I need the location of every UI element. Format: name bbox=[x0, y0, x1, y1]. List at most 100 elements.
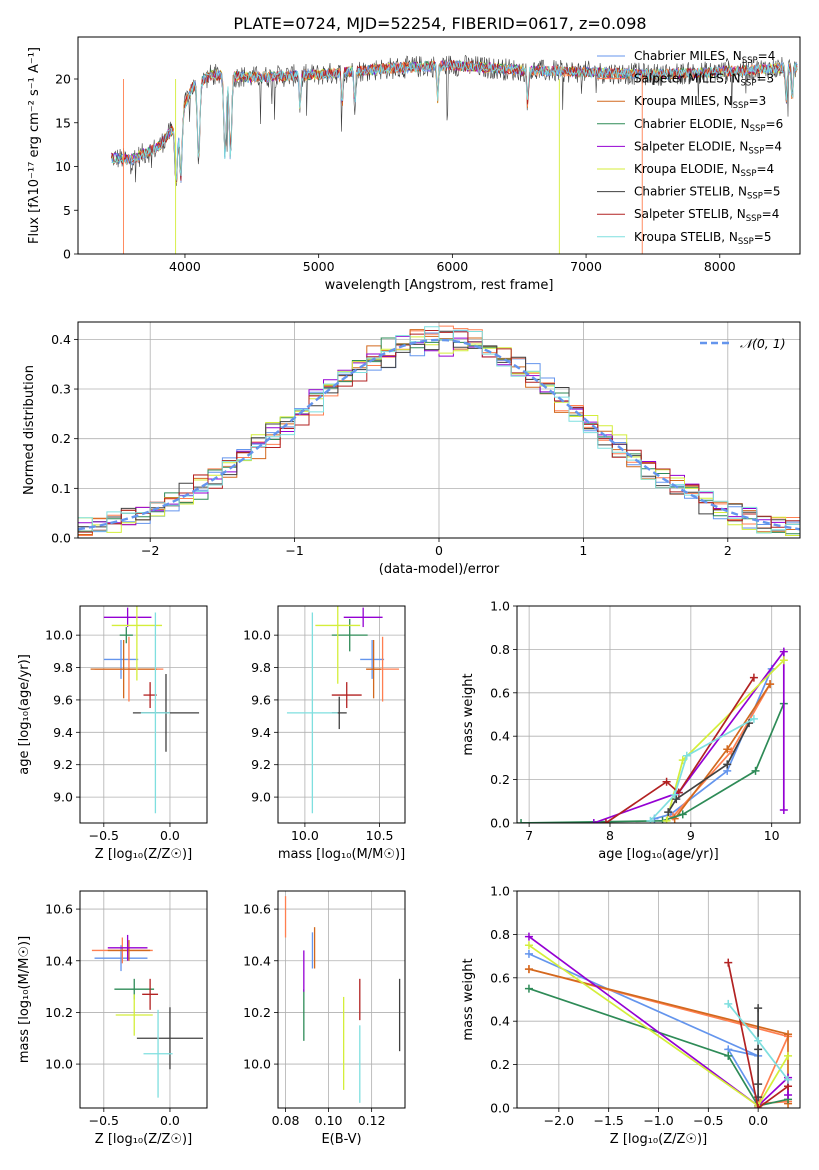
weight-marker bbox=[779, 647, 788, 656]
x-axis-label: E(B-V) bbox=[321, 1132, 361, 1147]
y-tick-label: 0.4 bbox=[490, 729, 510, 744]
y-tick-label: 0.2 bbox=[490, 1057, 510, 1072]
y-tick-label: 0.6 bbox=[490, 970, 510, 985]
weight-marker bbox=[662, 777, 671, 786]
y-tick-label: 0.2 bbox=[51, 431, 71, 446]
weight-line bbox=[520, 703, 785, 823]
gaussian-curve bbox=[78, 338, 800, 531]
legend-sub: SSP bbox=[748, 146, 764, 156]
x-axis-label: Z [log₁₀(Z/Z☉)] bbox=[95, 1132, 192, 1147]
x-axis-label: mass [log₁₀(M/M☉)] bbox=[278, 847, 405, 862]
legend-sub: SSP bbox=[742, 56, 758, 66]
weight-marker bbox=[672, 795, 681, 804]
y-tick-label: 9.2 bbox=[53, 757, 73, 772]
weight-marker bbox=[517, 819, 526, 823]
x-tick-label: 2 bbox=[724, 543, 732, 558]
errorbar-point-5 bbox=[115, 994, 153, 1036]
y-tick-label: 10.0 bbox=[45, 1057, 73, 1072]
errorbar-point-5 bbox=[111, 606, 163, 681]
weight-marker bbox=[524, 984, 533, 993]
legend-sub: SSP bbox=[750, 124, 766, 134]
legend-sub: SSP bbox=[747, 192, 763, 202]
legend-count: =3 bbox=[749, 94, 767, 108]
weight-marker bbox=[524, 965, 533, 974]
y-axis-label: Normed distribution bbox=[22, 365, 37, 495]
y-tick-label: 0.1 bbox=[51, 481, 71, 496]
legend-count: =4 bbox=[756, 162, 774, 176]
weight-marker bbox=[670, 790, 679, 799]
y-tick-label: 9.0 bbox=[53, 790, 73, 805]
y-axis-label: mass weight bbox=[461, 673, 476, 755]
weight-line bbox=[528, 953, 759, 1100]
legend-label: Salpeter ELODIE, NSSP=4 bbox=[634, 139, 782, 156]
weight-marker bbox=[784, 1090, 793, 1099]
x-axis-label: age [log₁₀(age/yr)] bbox=[598, 847, 719, 862]
errorbar-point-2 bbox=[90, 640, 157, 699]
mass-weight-vs-metallicity-panel: −2.0 −1.5 −1.0 −0.5 0.0 0.0 0.2 0.4 0.6 0.8 1.0 Z [… bbox=[461, 884, 801, 1147]
y-axis-label: Flux [fλ10⁻¹⁷ erg cm⁻² s⁻¹ A⁻¹] bbox=[27, 47, 42, 244]
errorbar-point-2 bbox=[366, 640, 382, 699]
spectrum-legend: Chabrier MILES, NSSP=4 Salpeter MILES, NS… bbox=[597, 49, 783, 247]
y-tick-label: 10 bbox=[55, 159, 71, 174]
x-tick-label: −0.5 bbox=[89, 1113, 119, 1128]
age-vs-metallicity-panel: −0.5 0.0 9.0 9.2 9.4 9.6 9.8 10.0 Z [log₁₀(Z/Z☉)… bbox=[17, 605, 208, 862]
x-tick-label: 0.08 bbox=[272, 1113, 300, 1128]
legend-count: =5 bbox=[763, 185, 781, 199]
x-axis-label: (data-model)/error bbox=[379, 562, 500, 577]
weight-series-8 bbox=[646, 714, 758, 823]
legend-label: Kroupa ELODIE, NSSP=4 bbox=[634, 162, 774, 179]
histogram-8 bbox=[78, 326, 800, 534]
weight-marker bbox=[524, 932, 533, 941]
x-tick-label: 7 bbox=[525, 828, 533, 843]
y-tick-label: 0.0 bbox=[490, 816, 510, 831]
spectrum-line-8 bbox=[111, 60, 798, 183]
errorbar-point-4 bbox=[107, 934, 148, 961]
x-tick-label: −2 bbox=[141, 543, 159, 558]
y-tick-label: 9.8 bbox=[53, 660, 73, 675]
errorbar-point-8 bbox=[143, 1009, 173, 1098]
x-tick-label: 1 bbox=[579, 543, 587, 558]
y-tick-label: 9.6 bbox=[251, 692, 271, 707]
errorbar-point-3 bbox=[119, 627, 133, 644]
weight-line bbox=[605, 677, 755, 823]
errorbar-point-4 bbox=[343, 607, 383, 628]
weight-marker bbox=[670, 814, 679, 823]
weight-series-6 bbox=[754, 1004, 763, 1102]
legend-label: Kroupa STELIB, NSSP=5 bbox=[634, 230, 772, 247]
y-tick-label: 0.3 bbox=[51, 382, 71, 397]
mass-vs-extinction-panel: 0.08 0.10 0.12 10.0 10.2 10.4 10.6 E(B-V) bbox=[243, 890, 406, 1147]
legend-sub: SSP bbox=[738, 237, 754, 247]
weight-series-4 bbox=[589, 647, 788, 823]
x-tick-label: −1.5 bbox=[593, 1113, 623, 1128]
x-tick-label: 10.5 bbox=[366, 828, 394, 843]
x-tick-label: 8 bbox=[606, 828, 614, 843]
weight-marker bbox=[749, 714, 758, 723]
legend-count: =6 bbox=[766, 117, 784, 131]
x-tick-label: 0.0 bbox=[748, 1113, 768, 1128]
axes-frame bbox=[277, 890, 406, 1109]
legend-label: Chabrier STELIB, NSSP=5 bbox=[634, 185, 781, 202]
weight-marker bbox=[723, 745, 732, 754]
grid bbox=[278, 606, 405, 823]
x-tick-label: 6000 bbox=[436, 259, 468, 274]
residuals-panel: −2 −1 0 1 2 0.0 0.1 0.2 0.3 0.4 (data-model)/error… bbox=[22, 321, 801, 577]
errorbar-point-8 bbox=[140, 612, 170, 814]
x-tick-label: 4000 bbox=[169, 259, 201, 274]
x-tick-label: −2.0 bbox=[544, 1113, 574, 1128]
weight-marker bbox=[678, 810, 687, 819]
weight-marker bbox=[784, 1030, 793, 1039]
y-tick-label: 10.0 bbox=[45, 628, 73, 643]
legend-label: Chabrier ELODIE, NSSP=6 bbox=[634, 117, 783, 134]
y-tick-label: 10.0 bbox=[243, 1057, 271, 1072]
weight-line bbox=[674, 683, 771, 820]
errorbar-point-0 bbox=[94, 945, 148, 972]
weight-marker bbox=[664, 808, 673, 817]
y-tick-label: 9.4 bbox=[251, 725, 271, 740]
y-tick-label: 9.6 bbox=[53, 692, 73, 707]
x-axis-label: wavelength [Angstrom, rest frame] bbox=[325, 278, 554, 293]
weight-line bbox=[593, 649, 785, 823]
y-tick-label: 10.6 bbox=[45, 902, 73, 917]
x-tick-label: 9 bbox=[687, 828, 695, 843]
weight-series-6 bbox=[664, 719, 754, 817]
